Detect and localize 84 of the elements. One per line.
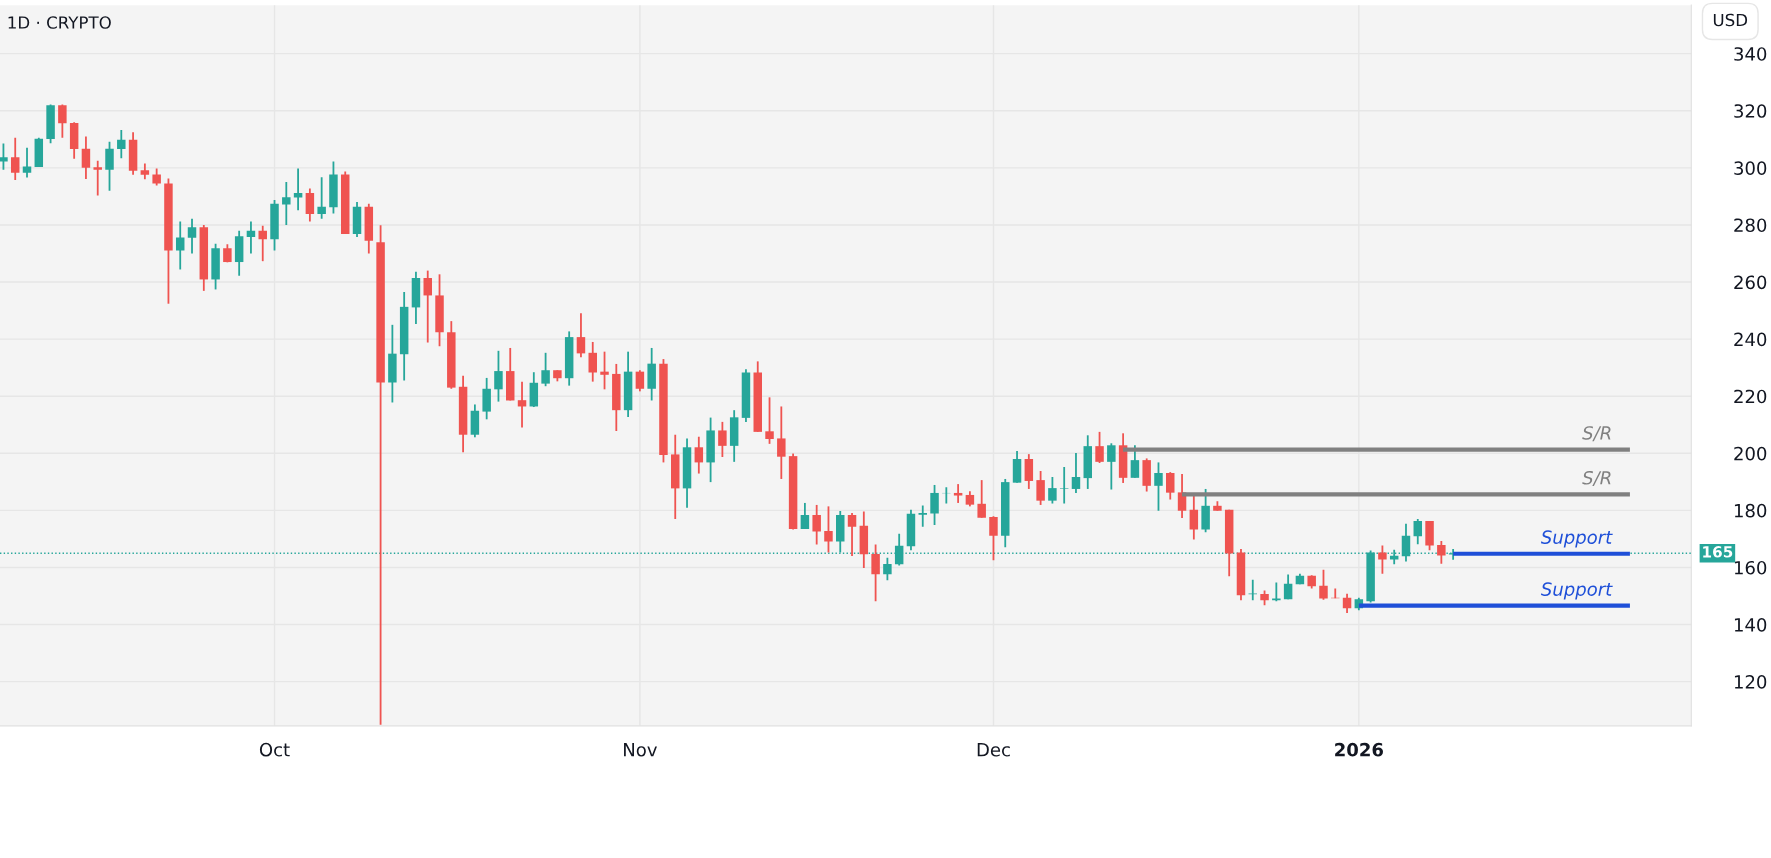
y-tick-label: 200	[1734, 446, 1767, 461]
y-tick-label: 240	[1734, 332, 1767, 347]
candlestick	[635, 369, 645, 393]
series-label: S/R	[1582, 470, 1611, 487]
y-tick-label: 260	[1734, 275, 1767, 290]
y-tick-label: 300	[1734, 161, 1767, 175]
candlestick	[293, 167, 303, 212]
candlestick	[718, 420, 727, 458]
candlestick	[175, 220, 185, 271]
candlestick	[694, 435, 704, 475]
candlestick	[1059, 466, 1069, 505]
y-tick-label: 320	[1734, 104, 1767, 118]
candlestick	[58, 103, 67, 139]
candlestick	[494, 349, 503, 403]
x-tick-label: Dec	[977, 743, 1010, 757]
ref-line-label: 165	[1703, 546, 1733, 558]
candlestick	[953, 483, 963, 504]
candlestick	[1048, 476, 1057, 505]
candlestick	[1413, 518, 1423, 546]
candlestick	[1071, 452, 1081, 494]
candlestick	[187, 217, 197, 255]
candlestick	[1036, 470, 1045, 506]
candlestick	[930, 484, 939, 526]
x-tick-label: Nov	[624, 743, 657, 757]
candlestick	[282, 181, 291, 226]
candlestick	[517, 380, 527, 429]
candlestick	[258, 224, 267, 263]
candlestick	[1107, 442, 1116, 491]
y-tick-label: 340	[1734, 47, 1767, 61]
x-tick-label: 2026	[1335, 742, 1383, 757]
candlestick	[871, 543, 880, 603]
candlestick	[541, 351, 550, 388]
series-label: S/R	[1582, 426, 1611, 442]
y-axis-title: USD	[1713, 13, 1748, 27]
text: 1D · CRYPTO	[8, 16, 111, 29]
candlestick	[1095, 430, 1104, 464]
candlestick	[918, 504, 927, 528]
candlestick	[470, 403, 480, 439]
candlestick	[1437, 540, 1446, 565]
y-tick-label: 280	[1734, 218, 1767, 233]
candlestick	[93, 159, 102, 197]
candlestick	[1166, 471, 1175, 501]
candlestick	[883, 556, 892, 582]
candlestick	[989, 515, 998, 562]
candlestick	[305, 187, 315, 223]
candlestick	[1283, 573, 1293, 601]
candlestick	[847, 512, 857, 557]
candlestick	[588, 341, 597, 383]
candlestick	[105, 140, 114, 192]
candlestick	[529, 371, 539, 408]
candlestick	[576, 312, 586, 359]
y-tick-label: 120	[1734, 675, 1767, 689]
series-label: Support	[1540, 530, 1613, 548]
candlestick	[1319, 568, 1328, 601]
candlestick	[824, 505, 833, 554]
candlestick	[81, 135, 91, 180]
candlestick	[1248, 578, 1258, 602]
x-tick-label: Oct	[259, 742, 290, 757]
candlestick	[1154, 461, 1163, 512]
candlestick	[0, 142, 8, 171]
candlestick	[800, 502, 810, 530]
series-label: Support	[1540, 582, 1613, 600]
candlestick	[1378, 544, 1387, 575]
candlestick	[977, 479, 986, 519]
candlestick	[600, 350, 609, 391]
candlestick	[1130, 444, 1140, 479]
candlestick	[812, 504, 821, 546]
candlestick	[777, 405, 786, 480]
y-tick-label: 180	[1734, 503, 1767, 518]
candlestick	[1201, 488, 1210, 534]
candlestick	[482, 377, 491, 421]
candlestick	[1024, 453, 1034, 490]
y-tick-label: 160	[1734, 560, 1767, 575]
candlestick	[765, 396, 774, 445]
candlestick	[117, 128, 126, 160]
candlestick	[1012, 450, 1022, 484]
candlestick	[423, 269, 432, 344]
candlestick	[22, 146, 32, 179]
candlestick	[10, 136, 20, 182]
candlestick	[317, 176, 326, 220]
candlestick	[246, 220, 256, 255]
y-tick-label: 220	[1734, 389, 1767, 404]
y-tick-label: 140	[1734, 618, 1767, 632]
candlestick	[1189, 494, 1199, 541]
